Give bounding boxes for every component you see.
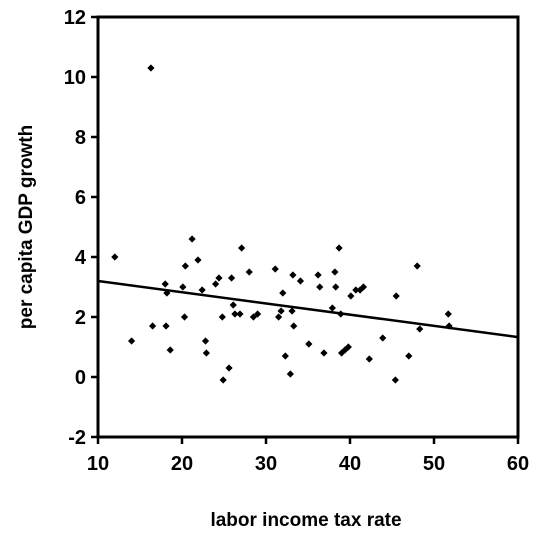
data-point — [166, 346, 174, 354]
data-point — [305, 340, 313, 348]
data-point — [249, 313, 257, 321]
data-point — [288, 307, 296, 315]
x-tick-label: 10 — [87, 453, 109, 475]
data-point — [236, 310, 244, 318]
data-point — [328, 304, 336, 312]
y-tick-label: -2 — [68, 427, 86, 449]
y-axis-ticks: -2 0 2 4 6 8 10 12 — [64, 7, 98, 449]
y-tick-label: 2 — [75, 307, 86, 329]
data-point — [198, 286, 206, 294]
data-point — [281, 352, 289, 360]
data-point — [290, 322, 298, 330]
data-point — [271, 265, 279, 273]
x-tick-label: 50 — [423, 453, 445, 475]
data-point — [180, 313, 189, 321]
x-tick-label: 60 — [507, 453, 529, 475]
data-point — [335, 244, 343, 252]
data-point — [332, 283, 340, 291]
data-point — [162, 322, 170, 330]
y-tick-label: 10 — [64, 67, 86, 89]
data-point — [219, 376, 227, 384]
x-tick-label: 40 — [339, 453, 361, 475]
x-axis-title: labor income tax rate — [210, 510, 401, 531]
data-point — [279, 289, 287, 297]
data-point — [379, 334, 387, 342]
data-point — [344, 343, 352, 351]
data-point — [254, 310, 262, 318]
data-point — [320, 349, 328, 357]
data-point — [316, 283, 324, 291]
data-point — [277, 307, 285, 315]
trend-line — [97, 279, 519, 339]
data-point — [416, 325, 424, 333]
y-axis-title: per capita GDP growth — [16, 125, 37, 329]
data-point — [347, 292, 355, 300]
data-point — [365, 355, 373, 363]
data-point — [161, 280, 169, 288]
y-tick-label: 0 — [75, 367, 86, 389]
data-point — [391, 376, 399, 384]
data-point — [289, 271, 297, 279]
data-point — [225, 364, 233, 372]
data-point — [245, 268, 253, 276]
data-point — [128, 337, 136, 345]
data-point — [218, 313, 226, 321]
data-point — [188, 235, 196, 243]
y-tick-label: 8 — [75, 127, 86, 149]
data-points — [111, 64, 453, 384]
data-point — [181, 262, 189, 270]
data-point — [314, 271, 322, 279]
data-point — [194, 256, 202, 264]
data-point — [111, 253, 119, 261]
data-point — [215, 274, 223, 282]
data-point — [331, 268, 339, 276]
data-point — [147, 64, 155, 72]
data-point — [202, 349, 210, 357]
data-point — [227, 274, 236, 282]
data-point — [444, 310, 452, 318]
data-point — [352, 286, 360, 294]
data-point — [179, 283, 187, 291]
data-point — [212, 280, 220, 288]
data-point — [296, 277, 305, 285]
data-point — [413, 262, 421, 270]
x-axis-ticks: 10 20 30 40 50 60 — [87, 437, 529, 475]
y-tick-label: 4 — [75, 247, 87, 269]
y-tick-label: 12 — [64, 7, 86, 29]
data-point — [405, 352, 413, 360]
data-point — [392, 292, 400, 300]
data-point — [359, 283, 368, 291]
y-tick-label: 6 — [75, 187, 86, 209]
data-point — [286, 370, 294, 378]
x-tick-label: 30 — [255, 453, 277, 475]
data-point — [238, 244, 246, 252]
plot-frame — [96, 15, 520, 439]
data-point — [275, 313, 283, 321]
data-point — [229, 301, 237, 309]
data-point — [201, 337, 210, 345]
data-point — [149, 322, 157, 330]
x-tick-label: 20 — [171, 453, 193, 475]
data-point — [231, 310, 239, 318]
